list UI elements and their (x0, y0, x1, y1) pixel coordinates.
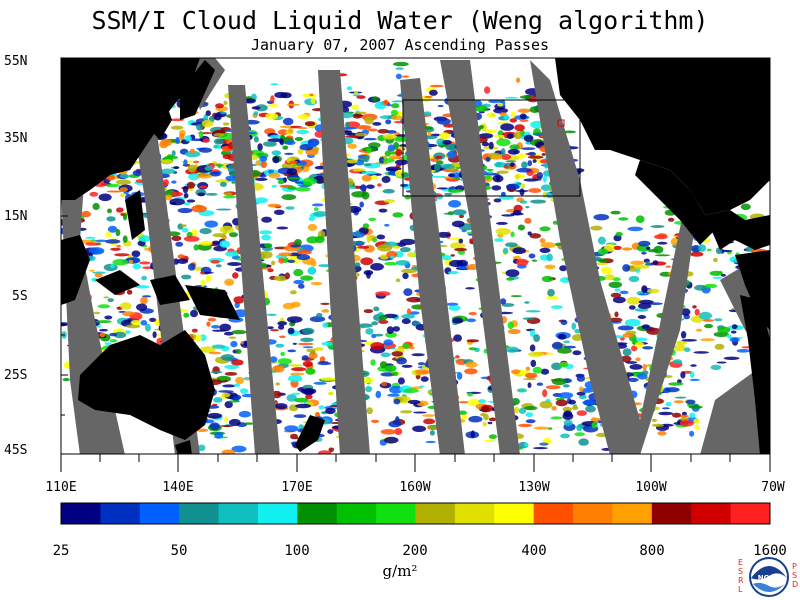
lon-label-70w: 70W (761, 480, 785, 495)
colorbar-swatch (218, 503, 259, 524)
colorbar-tick-1600: 1600 (753, 543, 787, 559)
lat-label-15n: 15N (4, 209, 28, 224)
lon-label-140e: 140E (162, 480, 194, 495)
map-subtitle: January 07, 2007 Ascending Passes (250, 36, 549, 54)
lat-label-35n: 35N (4, 131, 28, 146)
lat-ticks (61, 97, 68, 416)
lat-label-55n: 55N (4, 54, 28, 69)
colorbar-tick-200: 200 (402, 543, 428, 559)
region-outline-box (402, 99, 581, 197)
colorbar-tick-800: 800 (639, 543, 665, 559)
colorbar-swatch (573, 503, 613, 524)
colorbar-swatch (139, 503, 180, 524)
colorbar-swatch (297, 503, 338, 524)
lon-label-110e: 110E (45, 480, 77, 495)
small-red-marker (557, 119, 565, 127)
lat-label-25s: 25S (4, 368, 28, 383)
colorbar (61, 503, 771, 524)
colorbar-units: g/m² (382, 562, 418, 580)
colorbar-swatch (651, 503, 692, 524)
colorbar-tick-400: 400 (521, 543, 547, 559)
noaa-seal-icon: NOAA (749, 557, 789, 597)
colorbar-frame (60, 502, 771, 525)
lat-label-5s: 5S (12, 289, 28, 304)
colorbar-tick-50: 50 (170, 543, 188, 559)
colorbar-swatch (61, 503, 101, 524)
colorbar-swatch (415, 503, 456, 524)
colorbar-swatch (179, 503, 220, 524)
lon-label-160w: 160W (399, 480, 431, 495)
colorbar-swatch (730, 503, 771, 524)
colorbar-swatch (612, 503, 653, 524)
colorbar-swatch (691, 503, 732, 524)
lon-label-100w: 100W (635, 480, 667, 495)
land (61, 58, 770, 454)
lon-label-170e: 170E (281, 480, 313, 495)
colorbar-swatch (100, 503, 141, 524)
svg-text:NOAA: NOAA (758, 574, 781, 582)
colorbar-swatch (376, 503, 416, 524)
colorbar-swatch (336, 503, 377, 524)
colorbar-swatch (533, 503, 574, 524)
colorbar-tick-100: 100 (284, 543, 310, 559)
lon-ticks (60, 454, 771, 472)
map-title: SSM/I Cloud Liquid Water (Weng algorithm… (91, 6, 709, 35)
colorbar-swatch (257, 503, 298, 524)
colorbar-swatch (494, 503, 535, 524)
lat-label-45s: 45S (4, 443, 28, 458)
colorbar-swatch (454, 503, 495, 524)
colorbar-tick-25: 25 (52, 543, 70, 559)
lon-label-130w: 130W (518, 480, 550, 495)
